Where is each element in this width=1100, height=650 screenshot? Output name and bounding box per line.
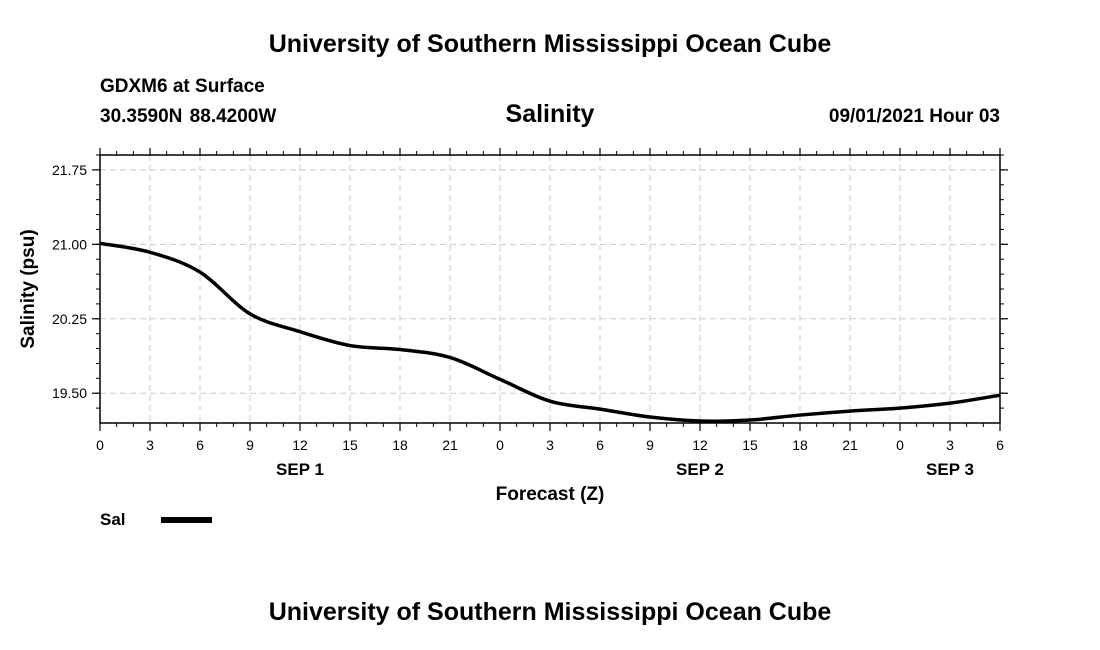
date-label: SEP 3 xyxy=(926,460,974,479)
date-label: SEP 1 xyxy=(276,460,324,479)
series-line-sal xyxy=(99,241,1001,423)
x-tick-label: 15 xyxy=(742,437,758,453)
x-tick-label: 9 xyxy=(646,437,654,453)
legend: Sal xyxy=(100,510,212,529)
x-axis-label: Forecast (Z) xyxy=(496,484,605,505)
page-title: University of Southern Mississippi Ocean… xyxy=(268,30,832,58)
footer-title: University of Southern Mississippi Ocean… xyxy=(268,598,832,626)
x-tick-label: 3 xyxy=(546,437,554,453)
x-tick-label: 6 xyxy=(196,437,204,453)
y-tick-label: 21.00 xyxy=(52,236,87,252)
x-tick-label: 18 xyxy=(792,437,808,453)
series-layer xyxy=(99,241,1001,423)
x-tick-label: 12 xyxy=(292,437,308,453)
y-tick-label: 19.50 xyxy=(52,385,87,401)
x-tick-label: 18 xyxy=(392,437,408,453)
x-tick-label: 0 xyxy=(96,437,104,453)
chart-title: Salinity xyxy=(505,100,595,128)
x-tick-label: 3 xyxy=(946,437,954,453)
x-tick-label: 6 xyxy=(996,437,1004,453)
x-tick-label: 12 xyxy=(692,437,708,453)
date-label: SEP 2 xyxy=(676,460,724,479)
legend-label: Sal xyxy=(100,510,126,529)
x-tick-label: 21 xyxy=(842,437,858,453)
x-tick-label: 0 xyxy=(896,437,904,453)
y-axis-label: Salinity (psu) xyxy=(18,229,39,348)
x-tick-label: 21 xyxy=(442,437,458,453)
y-tick-label: 20.25 xyxy=(52,311,87,327)
x-tick-label: 0 xyxy=(496,437,504,453)
x-tick-label: 9 xyxy=(246,437,254,453)
plot-frame xyxy=(99,154,1001,424)
y-tick-label: 21.75 xyxy=(52,162,87,178)
x-tick-label: 6 xyxy=(596,437,604,453)
timestamp-label: 09/01/2021 Hour 03 xyxy=(828,106,1000,127)
coordinates-label: 30.3590N 88.4200W xyxy=(100,106,277,127)
x-tick-label: 3 xyxy=(146,437,154,453)
station-label: GDXM6 at Surface xyxy=(100,76,265,97)
x-tick-label: 15 xyxy=(342,437,358,453)
grid xyxy=(100,155,1000,423)
axis-labels: 0 3 6 9 12 15 18 21 0 3 6 9 12 15 18 21 0 3 6 19.50 20.25 21.… xyxy=(52,162,1004,479)
